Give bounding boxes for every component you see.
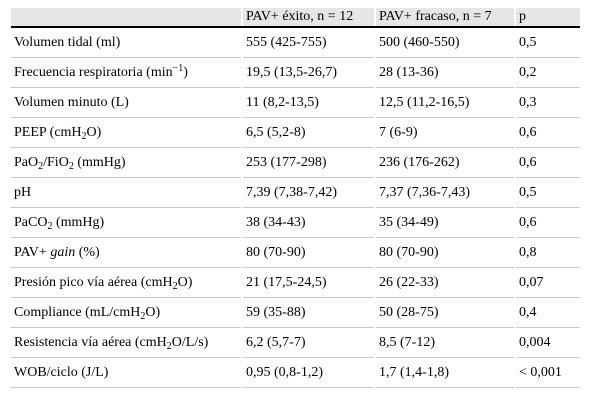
cell-fracaso: 35 (34-49) bbox=[374, 207, 515, 238]
row-label: Volumen minuto (L) bbox=[11, 87, 242, 118]
cell-p: 0,6 bbox=[514, 117, 580, 148]
cell-fracaso: 12,5 (11,2-16,5) bbox=[374, 87, 515, 118]
table-row: Resistencia vía aérea (cmH2O/L/s) 6,2 (5… bbox=[11, 327, 580, 358]
cell-fracaso: 50 (28-75) bbox=[374, 297, 515, 328]
row-label: Volumen tidal (ml) bbox=[11, 27, 242, 58]
cell-exito: 6,5 (5,2-8) bbox=[241, 117, 375, 148]
cell-p: 0,2 bbox=[514, 57, 580, 88]
header-cell-p: p bbox=[514, 8, 580, 28]
table-row: Presión pico vía aérea (cmH2O) 21 (17,5-… bbox=[11, 267, 580, 298]
table-row: Volumen tidal (ml) 555 (425-755) 500 (46… bbox=[11, 27, 580, 58]
cell-p: 0,5 bbox=[514, 27, 580, 58]
cell-p: 0,8 bbox=[514, 237, 580, 268]
cell-fracaso: 500 (460-550) bbox=[374, 27, 515, 58]
results-table: PAV+ éxito, n = 12 PAV+ fracaso, n = 7 p… bbox=[11, 8, 580, 388]
cell-p: 0,07 bbox=[514, 267, 580, 298]
header-cell-exito: PAV+ éxito, n = 12 bbox=[241, 8, 375, 28]
table-row: PaCO2 (mmHg) 38 (34-43) 35 (34-49) 0,6 bbox=[11, 207, 580, 238]
cell-fracaso: 8,5 (7-12) bbox=[374, 327, 515, 358]
cell-fracaso: 28 (13-36) bbox=[374, 57, 515, 88]
cell-fracaso: 1,7 (1,4-1,8) bbox=[374, 357, 515, 388]
row-label: PEEP (cmH2O) bbox=[11, 117, 242, 148]
cell-p: 0,6 bbox=[514, 207, 580, 238]
cell-exito: 11 (8,2-13,5) bbox=[241, 87, 375, 118]
table-row: Volumen minuto (L) 11 (8,2-13,5) 12,5 (1… bbox=[11, 87, 580, 118]
results-table-container: PAV+ éxito, n = 12 PAV+ fracaso, n = 7 p… bbox=[11, 8, 580, 388]
cell-fracaso: 236 (176-262) bbox=[374, 147, 515, 178]
row-label: PaCO2 (mmHg) bbox=[11, 207, 242, 238]
cell-exito: 80 (70-90) bbox=[241, 237, 375, 268]
cell-exito: 0,95 (0,8-1,2) bbox=[241, 357, 375, 388]
cell-fracaso: 7 (6-9) bbox=[374, 117, 515, 148]
header-cell-variable bbox=[11, 8, 242, 28]
cell-exito: 21 (17,5-24,5) bbox=[241, 267, 375, 298]
row-label: PaO2/FiO2 (mmHg) bbox=[11, 147, 242, 178]
cell-p: 0,5 bbox=[514, 177, 580, 208]
header-cell-fracaso: PAV+ fracaso, n = 7 bbox=[374, 8, 515, 28]
row-label: PAV+ gain (%) bbox=[11, 237, 242, 268]
cell-fracaso: 7,37 (7,36-7,43) bbox=[374, 177, 515, 208]
table-row: PAV+ gain (%) 80 (70-90) 80 (70-90) 0,8 bbox=[11, 237, 580, 268]
cell-p: 0,3 bbox=[514, 87, 580, 118]
cell-exito: 253 (177-298) bbox=[241, 147, 375, 178]
cell-p: < 0,001 bbox=[514, 357, 580, 388]
table-row: WOB/ciclo (J/L) 0,95 (0,8-1,2) 1,7 (1,4-… bbox=[11, 357, 580, 388]
cell-p: 0,004 bbox=[514, 327, 580, 358]
row-label: Frecuencia respiratoria (min−1) bbox=[11, 57, 242, 88]
header-row: PAV+ éxito, n = 12 PAV+ fracaso, n = 7 p bbox=[11, 8, 580, 28]
row-label: Compliance (mL/cmH2O) bbox=[11, 297, 242, 328]
table-row: PEEP (cmH2O) 6,5 (5,2-8) 7 (6-9) 0,6 bbox=[11, 117, 580, 148]
table-row: pH 7,39 (7,38-7,42) 7,37 (7,36-7,43) 0,5 bbox=[11, 177, 580, 208]
cell-p: 0,6 bbox=[514, 147, 580, 178]
cell-p: 0,4 bbox=[514, 297, 580, 328]
row-label: WOB/ciclo (J/L) bbox=[11, 357, 242, 388]
cell-exito: 19,5 (13,5-26,7) bbox=[241, 57, 375, 88]
cell-exito: 555 (425-755) bbox=[241, 27, 375, 58]
table-row: Compliance (mL/cmH2O) 59 (35-88) 50 (28-… bbox=[11, 297, 580, 328]
row-label: Presión pico vía aérea (cmH2O) bbox=[11, 267, 242, 298]
cell-fracaso: 26 (22-33) bbox=[374, 267, 515, 298]
cell-exito: 59 (35-88) bbox=[241, 297, 375, 328]
cell-exito: 7,39 (7,38-7,42) bbox=[241, 177, 375, 208]
row-label: pH bbox=[11, 177, 242, 208]
cell-fracaso: 80 (70-90) bbox=[374, 237, 515, 268]
row-label: Resistencia vía aérea (cmH2O/L/s) bbox=[11, 327, 242, 358]
cell-exito: 38 (34-43) bbox=[241, 207, 375, 238]
cell-exito: 6,2 (5,7-7) bbox=[241, 327, 375, 358]
table-row: Frecuencia respiratoria (min−1) 19,5 (13… bbox=[11, 57, 580, 88]
table-row: PaO2/FiO2 (mmHg) 253 (177-298) 236 (176-… bbox=[11, 147, 580, 178]
